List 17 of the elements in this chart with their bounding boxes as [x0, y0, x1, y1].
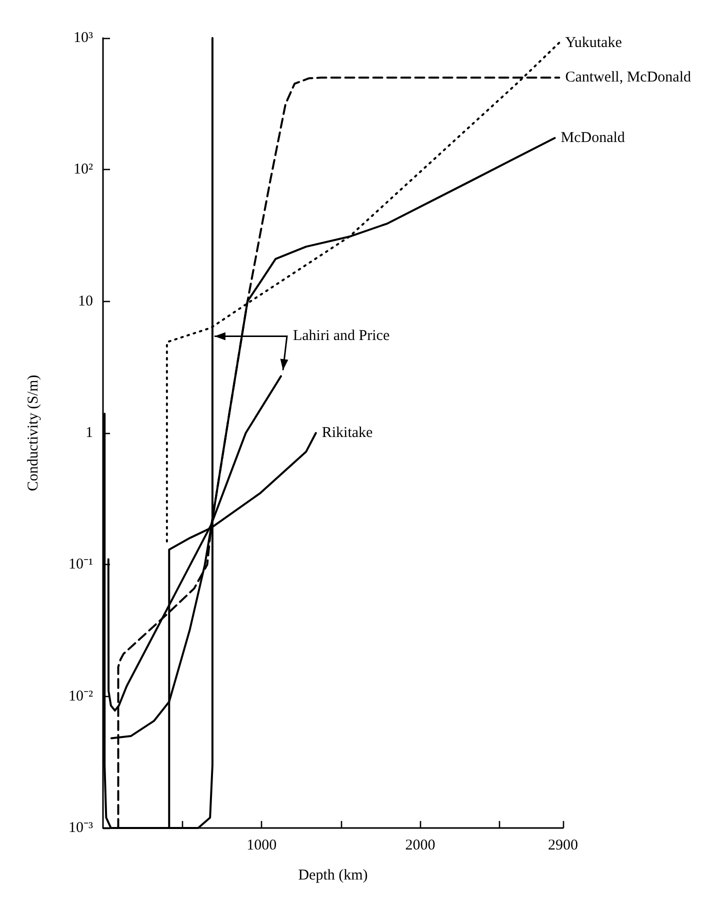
x-tick-label: 2000 [405, 838, 436, 854]
y-tick-label: 10⁻² [68, 688, 94, 704]
y-tick-label: 10² [74, 162, 94, 178]
series-label: Cantwell, McDonald [565, 70, 692, 86]
y-axis-title: Conductivity (S/m) [26, 374, 42, 492]
y-tick-label: 10⁻¹ [68, 556, 93, 573]
series-label: Rikitake [322, 425, 374, 441]
series-label: Yukutake [565, 34, 622, 51]
x-tick-label: 2900 [548, 838, 578, 854]
y-tick-label: 10 [78, 293, 93, 310]
text: Lahiri and Price [292, 328, 390, 344]
y-tick-label: 1 [86, 425, 93, 441]
y-tick-label: 10⁻³ [68, 820, 94, 836]
series-label: McDonald [560, 130, 626, 146]
x-tick-label: 1000 [246, 838, 277, 854]
y-tick-label: 10³ [74, 30, 94, 46]
x-axis-title: Depth (km) [298, 868, 368, 884]
